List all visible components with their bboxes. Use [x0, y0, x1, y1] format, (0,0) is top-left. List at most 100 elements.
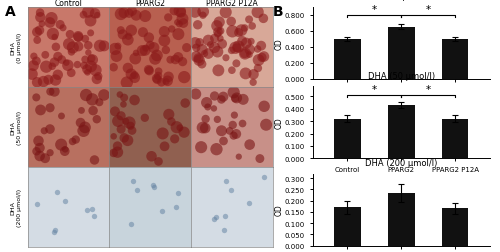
Point — [172, 126, 180, 130]
Point — [57, 143, 65, 147]
Point — [46, 21, 54, 25]
Point — [114, 120, 122, 124]
Point — [234, 32, 242, 36]
Point — [84, 71, 92, 75]
Point — [226, 129, 234, 133]
Text: *: * — [372, 5, 377, 15]
Text: DHA
(0 μmol/l): DHA (0 μmol/l) — [11, 33, 22, 62]
Point — [128, 10, 136, 14]
Point — [214, 118, 222, 122]
Point — [133, 188, 141, 192]
Point — [46, 90, 54, 94]
Point — [114, 144, 122, 148]
Point — [260, 55, 268, 59]
Point — [139, 31, 147, 35]
Point — [81, 126, 89, 130]
Point — [126, 124, 134, 128]
Point — [153, 78, 161, 82]
Point — [256, 157, 264, 161]
Point — [232, 47, 240, 51]
Point — [204, 52, 212, 56]
Point — [88, 57, 96, 61]
Point — [160, 39, 168, 43]
Point — [164, 16, 172, 20]
Point — [84, 44, 92, 48]
Text: *: * — [426, 85, 430, 95]
Point — [34, 139, 42, 143]
Point — [182, 46, 190, 50]
Point — [36, 16, 44, 20]
Point — [84, 209, 92, 213]
Point — [218, 98, 226, 102]
Point — [50, 36, 58, 40]
Point — [230, 134, 237, 138]
Point — [210, 37, 218, 41]
Point — [240, 52, 248, 56]
Point — [93, 14, 101, 18]
Point — [214, 31, 222, 35]
Point — [130, 74, 138, 78]
Point — [150, 46, 158, 50]
Point — [145, 36, 153, 40]
Point — [214, 33, 222, 37]
Point — [222, 56, 230, 60]
Point — [260, 105, 268, 109]
Point — [201, 127, 209, 131]
Point — [72, 138, 80, 142]
Point — [81, 38, 89, 42]
Point — [130, 99, 138, 103]
Point — [230, 114, 238, 118]
Point — [180, 131, 188, 135]
Point — [158, 209, 166, 213]
Point — [160, 30, 168, 34]
Point — [204, 106, 212, 110]
Point — [172, 58, 179, 62]
Point — [32, 60, 40, 64]
Bar — [388, 106, 414, 159]
Point — [114, 45, 122, 49]
Y-axis label: OD: OD — [274, 204, 283, 216]
Point — [64, 64, 72, 68]
Point — [149, 183, 157, 187]
Point — [250, 73, 258, 77]
Point — [254, 48, 262, 52]
Point — [220, 139, 228, 143]
Point — [214, 50, 222, 54]
Point — [36, 109, 44, 113]
Point — [36, 146, 44, 150]
Point — [50, 230, 58, 234]
Point — [176, 10, 184, 14]
Text: PPARG2 P12A: PPARG2 P12A — [206, 0, 258, 8]
Point — [62, 61, 70, 65]
Point — [50, 61, 58, 65]
Point — [210, 107, 218, 111]
Point — [117, 29, 125, 33]
Point — [213, 25, 221, 29]
Point — [84, 11, 92, 15]
Point — [172, 205, 179, 209]
Point — [248, 25, 256, 29]
Point — [48, 17, 56, 21]
Point — [84, 51, 92, 55]
Point — [232, 97, 240, 101]
Bar — [334, 208, 361, 246]
Bar — [442, 40, 468, 79]
Point — [141, 15, 149, 19]
Point — [202, 101, 210, 105]
Point — [204, 39, 212, 43]
Point — [246, 143, 254, 147]
Point — [238, 122, 246, 126]
Text: B: B — [272, 5, 283, 19]
Point — [178, 18, 186, 22]
Point — [146, 70, 154, 74]
Point — [257, 44, 265, 48]
Bar — [334, 40, 361, 79]
Bar — [334, 119, 361, 159]
Point — [32, 96, 40, 100]
Point — [61, 199, 69, 203]
Point — [110, 151, 118, 155]
Point — [191, 11, 199, 15]
Point — [214, 69, 222, 73]
Point — [124, 39, 132, 43]
Point — [132, 52, 140, 56]
